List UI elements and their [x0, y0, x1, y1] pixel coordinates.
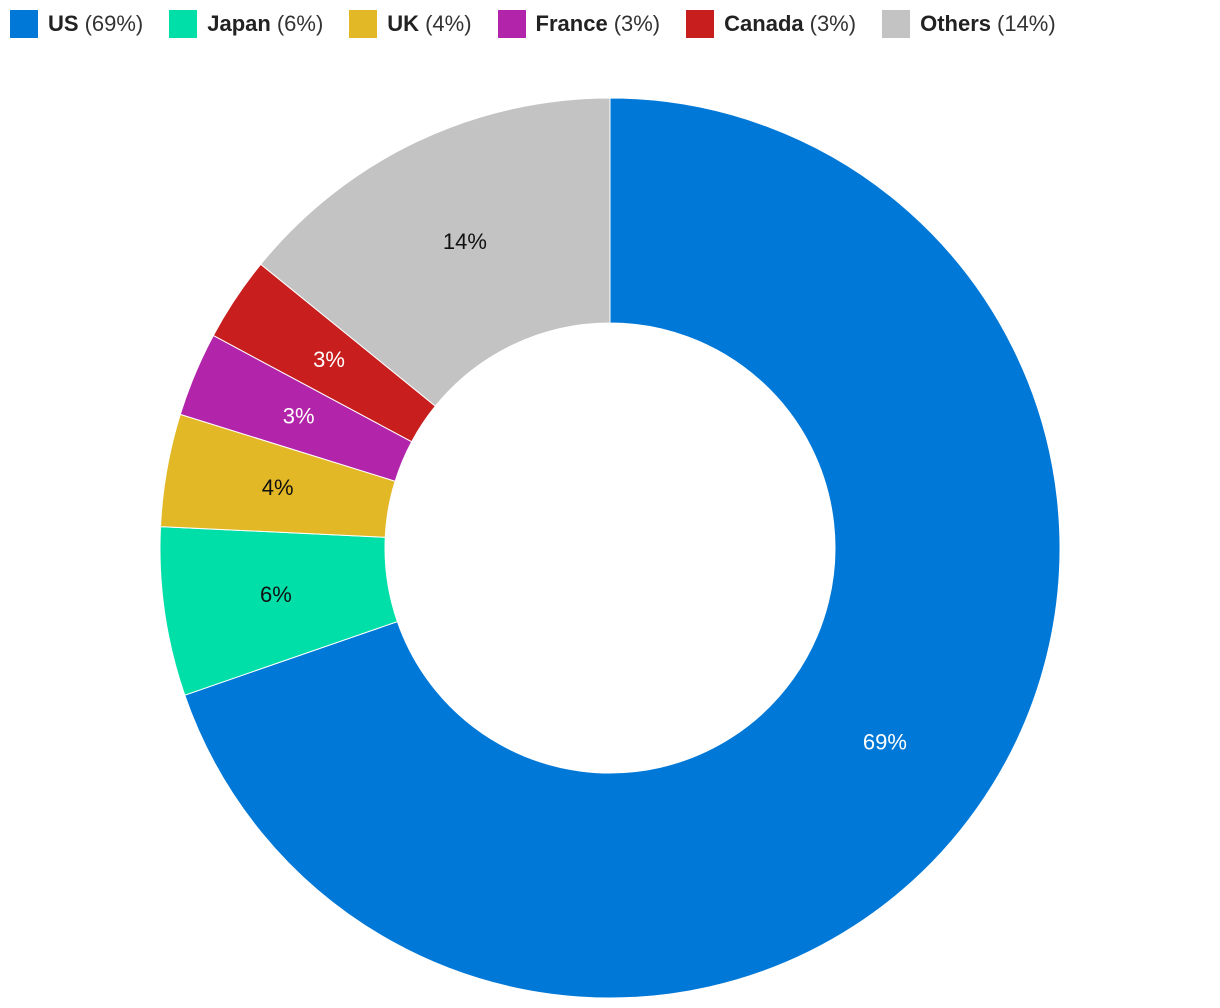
legend-value: (6%)	[276, 11, 324, 36]
legend-text: US (69%)	[48, 11, 143, 37]
legend-swatch	[10, 10, 38, 38]
legend-name: Japan	[207, 11, 271, 36]
legend-swatch	[349, 10, 378, 38]
legend-name: US	[48, 11, 79, 36]
legend-swatch	[497, 10, 526, 38]
slice-label: 3%	[283, 403, 315, 428]
legend-swatch	[169, 10, 198, 38]
slice	[260, 97, 611, 407]
legend-text: UK (4%)	[387, 11, 471, 37]
slice-label: 3%	[313, 347, 345, 372]
legend-name: France	[535, 11, 608, 36]
legend-swatch	[686, 10, 715, 38]
slice	[184, 97, 1061, 999]
legend: US (69%) Japan (6%) UK (4%) France (3%) Canada (3…	[10, 10, 1056, 38]
legend-value: (4%)	[425, 11, 472, 36]
legend-name: Others	[920, 11, 991, 36]
legend-item: Others (14%)	[882, 10, 1056, 38]
legend-value: (69%)	[84, 11, 144, 36]
legend-swatch	[882, 10, 911, 38]
slice-label: 14%	[443, 229, 487, 254]
legend-value: (3%)	[809, 11, 857, 36]
legend-item: UK (4%)	[349, 10, 472, 38]
legend-item: US (69%)	[10, 10, 143, 38]
legend-text: Others (14%)	[920, 11, 1056, 37]
slice-label: 4%	[262, 475, 294, 500]
legend-value: (14%)	[997, 11, 1056, 36]
legend-text: Canada (3%)	[724, 11, 856, 37]
legend-name: UK	[387, 11, 420, 36]
legend-value: (3%)	[613, 11, 661, 36]
slice-label: 69%	[863, 730, 907, 755]
slice-label: 6%	[260, 582, 292, 607]
legend-text: France (3%)	[536, 11, 661, 37]
legend-item: France (3%)	[497, 10, 661, 38]
legend-item: Canada (3%)	[686, 10, 856, 38]
legend-text: Japan (6%)	[207, 11, 323, 37]
legend-item: Japan (6%)	[169, 10, 323, 38]
legend-name: Canada	[724, 11, 804, 36]
